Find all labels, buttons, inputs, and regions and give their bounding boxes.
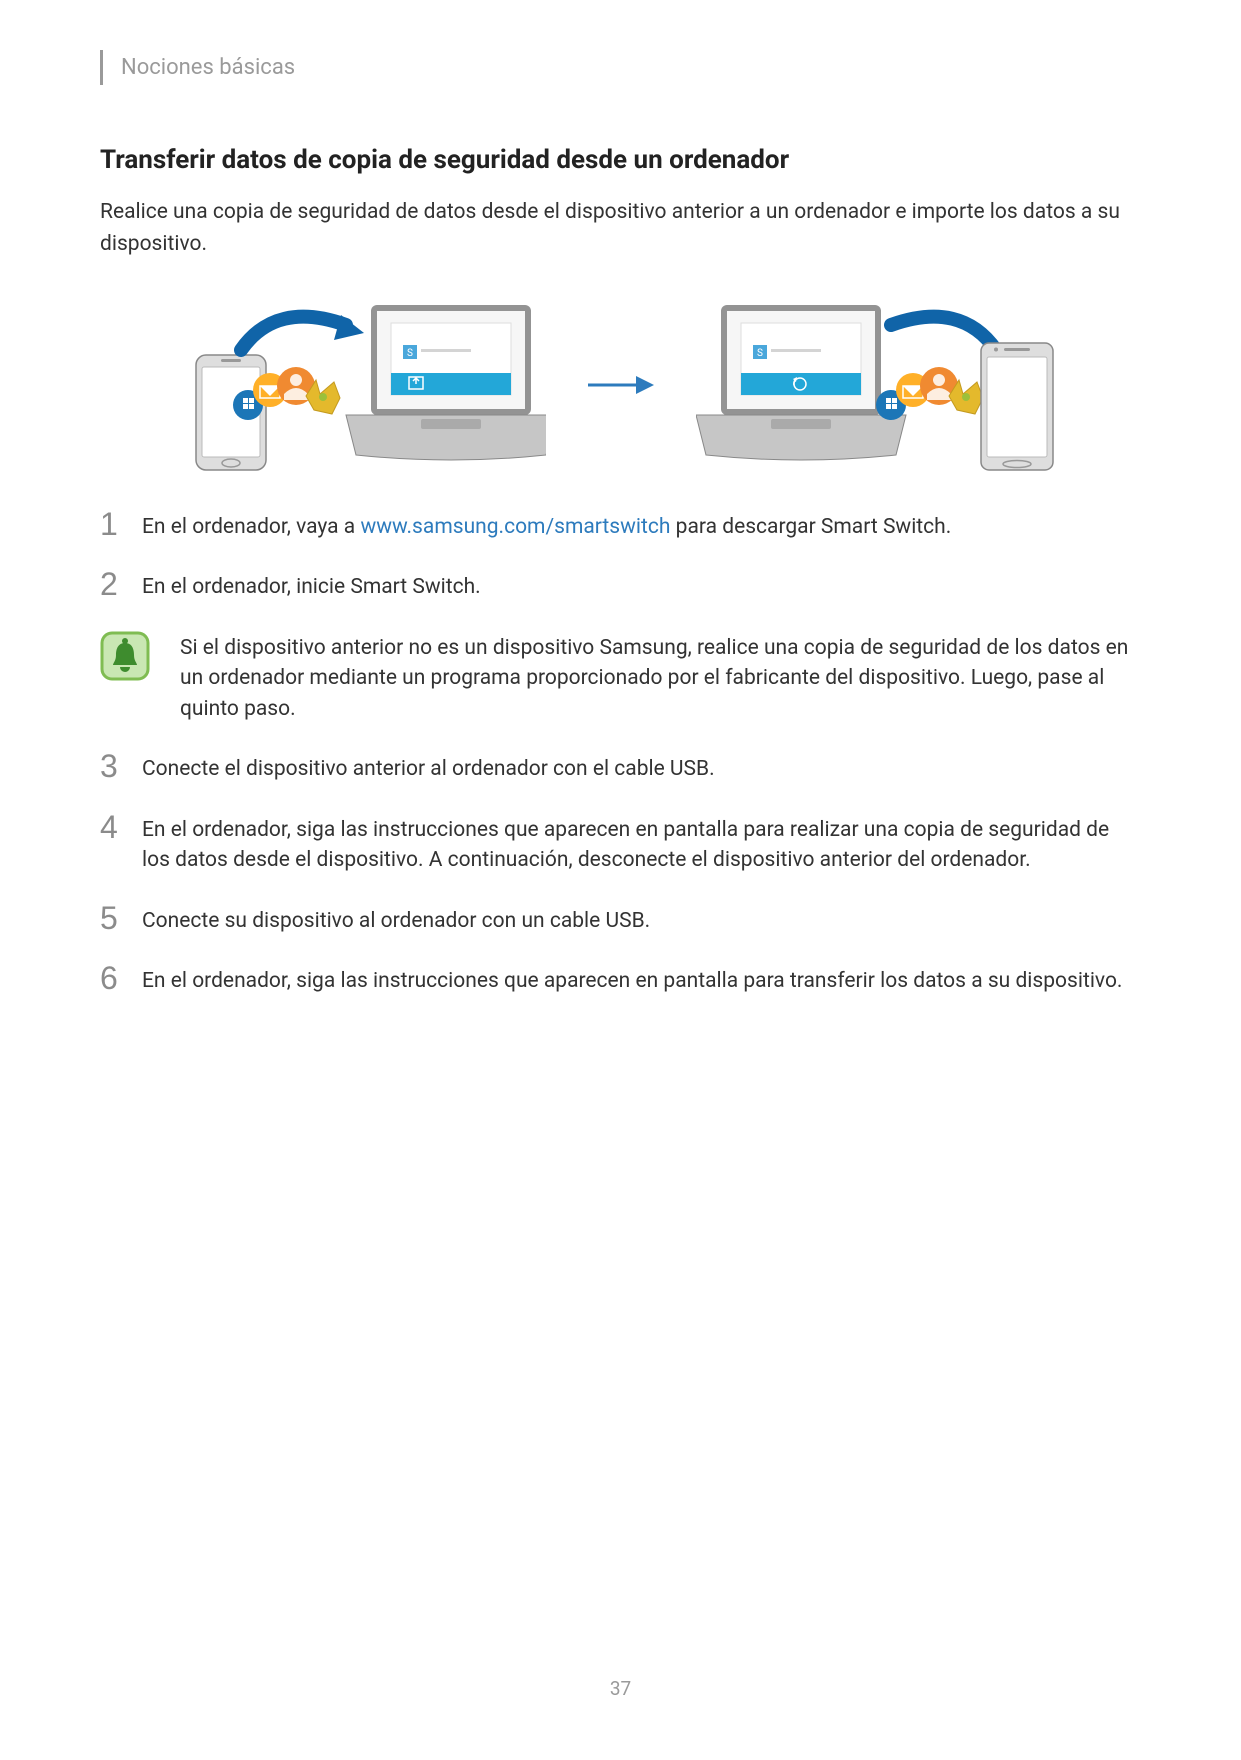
page: Nociones básicas Transferir datos de cop…	[0, 0, 1241, 1760]
step-3: 3 Conecte el dispositivo anterior al ord…	[100, 752, 1141, 784]
breadcrumb: Nociones básicas	[121, 55, 295, 80]
diagram-left: S	[186, 295, 546, 475]
step-4: 4 En el ordenador, siga las instruccione…	[100, 813, 1141, 876]
step-6: 6 En el ordenador, siga las instruccione…	[100, 964, 1141, 996]
step-number: 1	[100, 508, 122, 540]
step-text: En el ordenador, siga las instrucciones …	[142, 813, 1141, 876]
step-2: 2 En el ordenador, inicie Smart Switch.	[100, 570, 1141, 602]
transfer-diagram: S S	[100, 295, 1141, 475]
arrow-icon	[586, 370, 656, 400]
step-1: 1 En el ordenador, vaya a www.samsung.co…	[100, 510, 1141, 542]
steps-list: 1 En el ordenador, vaya a www.samsung.co…	[100, 510, 1141, 996]
text: En el ordenador, vaya a	[142, 515, 360, 539]
svg-text:S: S	[757, 348, 763, 359]
step-text: En el ordenador, inicie Smart Switch.	[142, 570, 1141, 602]
diagram-right: S	[696, 295, 1056, 475]
step-number: 2	[100, 568, 122, 600]
step-number: 6	[100, 962, 122, 994]
step-5: 5 Conecte su dispositivo al ordenador co…	[100, 904, 1141, 936]
note-text: Si el dispositivo anterior no es un disp…	[180, 631, 1141, 724]
note-bell-icon	[100, 631, 150, 681]
step-number: 4	[100, 811, 122, 843]
smartswitch-link[interactable]: www.samsung.com/smartswitch	[360, 515, 670, 539]
note-block: Si el dispositivo anterior no es un disp…	[100, 631, 1141, 724]
step-number: 3	[100, 750, 122, 782]
page-number: 37	[100, 1677, 1141, 1700]
step-text: Conecte el dispositivo anterior al orden…	[142, 752, 1141, 784]
step-number: 5	[100, 902, 122, 934]
intro-paragraph: Realice una copia de seguridad de datos …	[100, 197, 1141, 260]
section-title: Transferir datos de copia de seguridad d…	[100, 145, 1141, 175]
svg-text:S: S	[407, 348, 413, 359]
step-text: En el ordenador, vaya a www.samsung.com/…	[142, 510, 1141, 542]
step-text: En el ordenador, siga las instrucciones …	[142, 964, 1141, 996]
step-text: Conecte su dispositivo al ordenador con …	[142, 904, 1141, 936]
text: para descargar Smart Switch.	[670, 515, 951, 539]
header: Nociones básicas	[100, 50, 1141, 85]
